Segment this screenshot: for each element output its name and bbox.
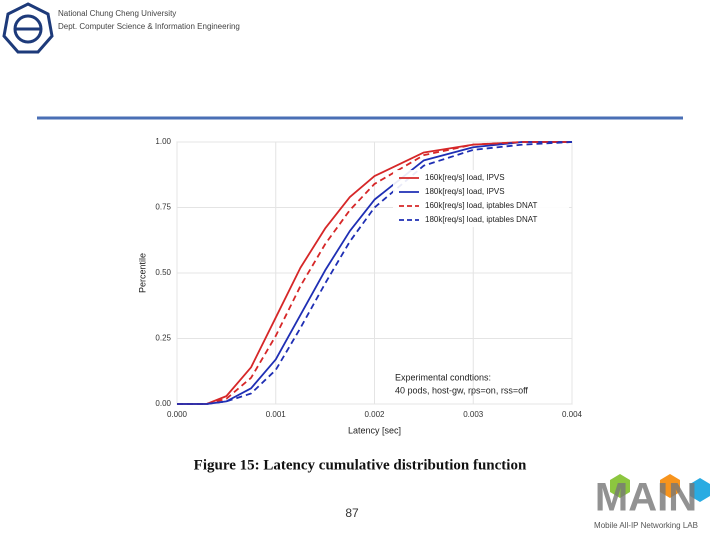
legend-label: 160k[req/s] load, iptables DNAT	[425, 201, 537, 210]
y-tick-label: 0.25	[155, 334, 171, 343]
annotation: Experimental condtions:	[395, 372, 491, 382]
department-name: Dept. Computer Science & Information Eng…	[58, 22, 240, 31]
y-tick-label: 0.00	[155, 399, 171, 408]
university-name: National Chung Cheng University	[58, 9, 176, 18]
y-tick-label: 1.00	[155, 137, 171, 146]
y-axis-label: Percentile	[137, 253, 147, 293]
x-tick-label: 0.000	[167, 410, 188, 419]
legend-label: 180k[req/s] load, iptables DNAT	[425, 215, 537, 224]
x-tick-label: 0.004	[562, 410, 583, 419]
legend	[393, 170, 569, 227]
series-line	[177, 141, 572, 405]
y-tick-label: 0.75	[155, 203, 171, 212]
chart: 0.00 0.25 0.50 0.75 1.00 0.000 0.001 0.002 0.003…	[137, 137, 582, 435]
y-tick-label: 0.50	[155, 268, 171, 277]
lab-logo	[610, 474, 710, 502]
x-tick-label: 0.002	[364, 410, 385, 419]
annotation: 40 pods, host-gw, rps=on, rss=off	[395, 385, 528, 395]
series-line	[177, 141, 572, 405]
x-tick-label: 0.001	[266, 410, 287, 419]
figure-caption: Figure 15: Latency cumulative distributi…	[194, 457, 527, 473]
x-axis-label: Latency [sec]	[348, 425, 401, 435]
legend-label: 160k[req/s] load, IPVS	[425, 173, 505, 182]
page-number: 87	[345, 506, 359, 520]
logo-subtitle: Mobile All-IP Networking LAB	[594, 521, 698, 530]
legend-label: 180k[req/s] load, IPVS	[425, 187, 505, 196]
university-emblem	[2, 2, 54, 54]
logo-title: MAIN	[595, 476, 697, 520]
x-tick-label: 0.003	[463, 410, 484, 419]
